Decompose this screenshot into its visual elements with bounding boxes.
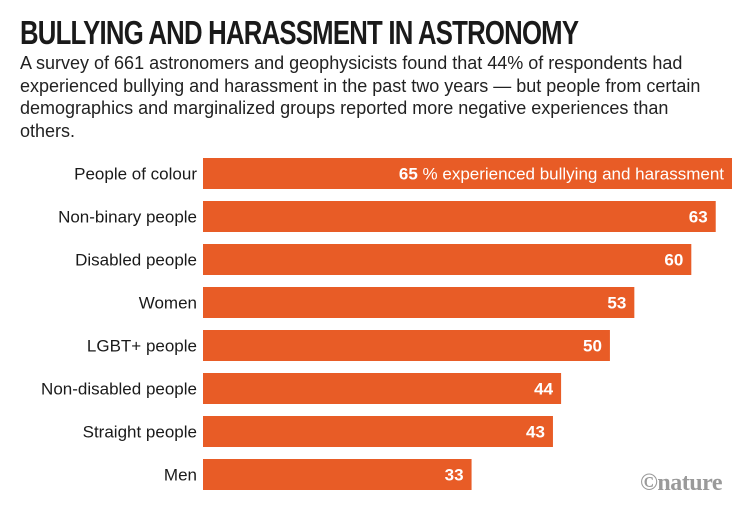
bar bbox=[203, 416, 553, 447]
value-label: 63 bbox=[689, 208, 708, 227]
bar bbox=[203, 201, 716, 232]
bar bbox=[203, 330, 610, 361]
value-suffix: % experienced bullying and harassment bbox=[418, 165, 724, 184]
bar bbox=[203, 244, 692, 275]
category-label: People of colour bbox=[74, 165, 197, 184]
bar bbox=[203, 459, 472, 490]
value-label: 50 bbox=[583, 337, 602, 356]
category-label: LGBT+ people bbox=[87, 337, 197, 356]
value-label: 53 bbox=[607, 294, 626, 313]
category-label: Non-binary people bbox=[58, 208, 197, 227]
value-label: 44 bbox=[534, 380, 553, 399]
value-number: 65 bbox=[399, 165, 418, 184]
category-label: Straight people bbox=[83, 423, 197, 442]
category-label: Men bbox=[164, 466, 197, 485]
nature-credit-logo: ©nature bbox=[640, 470, 723, 496]
bar bbox=[203, 287, 635, 318]
value-label: 65 % experienced bullying and harassment bbox=[399, 165, 724, 184]
category-label: Non-disabled people bbox=[41, 380, 197, 399]
category-label: Women bbox=[139, 294, 197, 313]
category-label: Disabled people bbox=[75, 251, 197, 270]
value-label: 60 bbox=[664, 251, 683, 270]
bar bbox=[203, 158, 732, 189]
value-label: 43 bbox=[526, 423, 545, 442]
bar bbox=[203, 373, 562, 404]
value-label: 33 bbox=[445, 466, 464, 485]
chart-subtitle: A survey of 661 astronomers and geophysi… bbox=[20, 53, 701, 141]
chart-title: BULLYING AND HARASSMENT IN ASTRONOMY bbox=[20, 14, 579, 51]
